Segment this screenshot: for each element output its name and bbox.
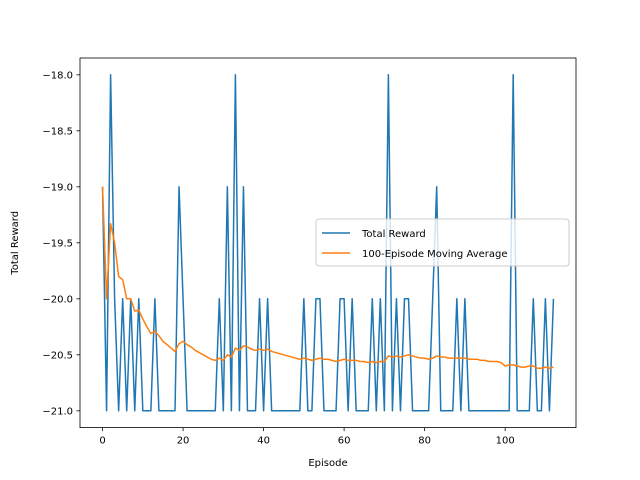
y-tick-label: −19.0 [42, 182, 73, 193]
series-layer [101, 74, 555, 412]
x-tick-label: 40 [257, 436, 270, 447]
y-axis-label: Total Reward [10, 211, 21, 276]
x-axis-label: Episode [308, 458, 347, 469]
x-tick-label: 80 [418, 436, 431, 447]
legend-label-moving-average: 100-Episode Moving Average [362, 249, 508, 260]
y-axis-ticks: −21.0 −20.5 −20.0 −19.5 −19.0 −18.5 −18.0 [42, 70, 80, 417]
series-line-moving-average [101, 186, 554, 369]
legend-box [315, 218, 570, 267]
y-tick-label: −18.5 [42, 126, 73, 137]
legend: Total Reward 100-Episode Moving Average [315, 218, 570, 267]
x-tick-label: 60 [338, 436, 351, 447]
plot-area [101, 74, 555, 412]
x-axis-ticks: 0 20 40 60 80 100 [99, 427, 515, 447]
series-line-total-reward [101, 74, 555, 412]
x-tick-label: 100 [496, 436, 515, 447]
y-tick-label: −20.5 [42, 350, 73, 361]
y-tick-label: −20.0 [42, 294, 73, 305]
x-tick-label: 0 [99, 436, 105, 447]
y-tick-label: −19.5 [42, 238, 73, 249]
y-tick-label: −21.0 [42, 406, 73, 417]
y-tick-label: −18.0 [42, 70, 73, 81]
x-tick-label: 20 [177, 436, 190, 447]
legend-label-total-reward: Total Reward [361, 229, 426, 240]
